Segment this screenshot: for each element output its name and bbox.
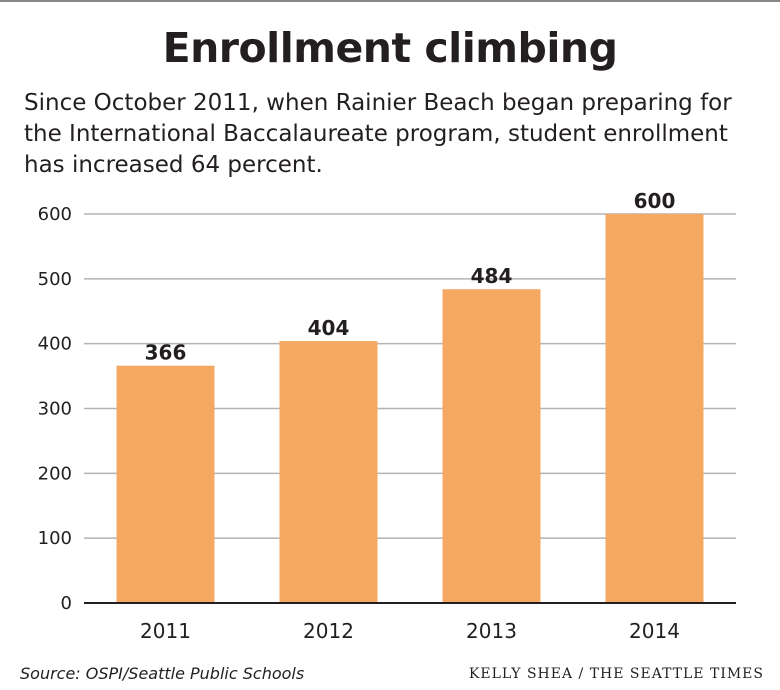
x-tick-label: 2013 <box>466 619 517 643</box>
y-tick-label: 300 <box>38 399 72 420</box>
data-label: 484 <box>471 264 513 288</box>
top-rule <box>0 0 780 2</box>
y-tick-label: 200 <box>38 463 72 484</box>
x-tick-label: 2014 <box>629 619 680 643</box>
subtitle-line: has increased 64 percent. <box>24 152 323 178</box>
y-tick-label: 0 <box>61 593 72 614</box>
bar <box>116 365 215 603</box>
bar <box>442 289 541 603</box>
chart-subtitle: Since October 2011, when Rainier Beach b… <box>24 88 764 181</box>
y-tick-label: 100 <box>38 528 72 549</box>
credit-line: KELLY SHEA / THE SEATTLE TIMES <box>468 666 764 682</box>
y-tick-label: 600 <box>38 204 72 225</box>
chart-title: Enrollment climbing <box>162 24 618 72</box>
subtitle-line: the International Baccalaureate program,… <box>24 121 728 147</box>
source-note: Source: OSPI/Seattle Public Schools <box>20 664 305 683</box>
y-tick-label: 400 <box>38 334 72 355</box>
y-tick-label: 500 <box>38 269 72 290</box>
bar <box>605 214 704 603</box>
x-tick-label: 2012 <box>303 619 354 643</box>
data-label: 600 <box>634 189 676 213</box>
subtitle-line: Since October 2011, when Rainier Beach b… <box>24 90 732 116</box>
data-label: 366 <box>145 341 187 365</box>
x-tick-label: 2011 <box>140 619 191 643</box>
data-label: 404 <box>308 316 350 340</box>
bar <box>279 341 378 603</box>
